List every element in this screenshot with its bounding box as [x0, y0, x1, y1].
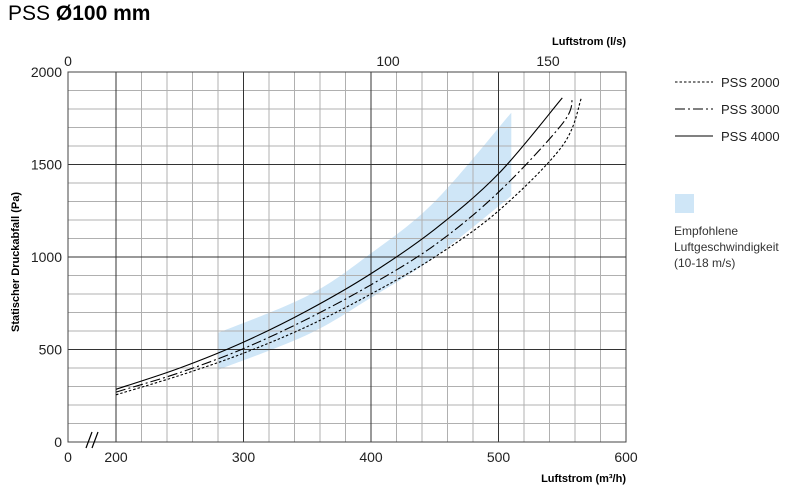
recommended-band-layer — [218, 112, 512, 370]
x-tick-label: 200 — [104, 449, 128, 465]
x2-tick-label: 150 — [536, 53, 560, 69]
x2-axis-title: Luftstrom (l/s) — [552, 36, 626, 48]
legend-label-2: PSS 3000 — [721, 102, 780, 117]
legend-label-1: PSS 2000 — [721, 75, 780, 90]
title-size: Ø100 mm — [55, 2, 151, 25]
band-note-line-3: (10-18 m/s) — [674, 256, 736, 270]
recommended-velocity-band — [218, 112, 512, 370]
x-axis-title: Luftstrom (m³/h) — [541, 473, 626, 485]
legend-band-swatch — [675, 194, 694, 213]
x2-tick-label: 100 — [376, 53, 400, 69]
x2-tick-label: 0 — [64, 53, 72, 69]
x-tick-label-origin: 0 — [64, 449, 72, 465]
series-line-3 — [115, 97, 563, 390]
y-tick-label: 2000 — [31, 64, 62, 80]
x-tick-label: 300 — [232, 449, 256, 465]
band-note-line-2: Luftgeschwindigkeit — [674, 240, 779, 254]
y-tick-label: 0 — [54, 434, 62, 450]
x-axis-break-mark — [85, 431, 99, 449]
legend-label-3: PSS 4000 — [721, 129, 780, 144]
x-tick-label: 400 — [359, 449, 383, 465]
series-line-2 — [115, 97, 574, 393]
title-prefix: PSS — [8, 2, 51, 25]
x-tick-label: 600 — [614, 449, 638, 465]
y-tick-label: 1000 — [31, 249, 62, 265]
plot-frame — [67, 71, 627, 443]
x-tick-label: 500 — [487, 449, 511, 465]
series-layer — [115, 97, 582, 396]
chart-title: PSS Ø100 mm — [8, 0, 150, 28]
series-line-1 — [115, 97, 582, 396]
band-legend-note: Empfohlene Luftgeschwindigkeit (10-18 m/… — [674, 223, 800, 271]
y-tick-label: 1500 — [31, 157, 62, 173]
grid-layer — [67, 71, 627, 443]
y-tick-label: 500 — [39, 342, 63, 358]
legend: PSS 2000 PSS 3000 PSS 4000 — [675, 75, 780, 213]
band-note-line-1: Empfohlene — [674, 224, 739, 238]
y-axis-title: Statischer Druckabfall (Pa) — [10, 192, 22, 332]
